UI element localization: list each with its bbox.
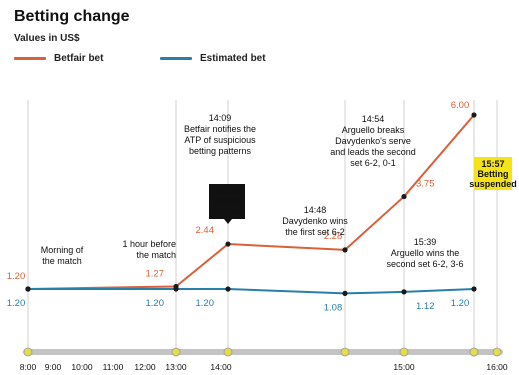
annotation-notify-line-2: ATP of suspicious <box>184 135 256 145</box>
annotation-susp-line-2: suspended <box>469 179 517 189</box>
time-dot-4 <box>399 347 409 357</box>
series-1-point-3 <box>342 290 348 296</box>
series-0-point-4 <box>401 193 407 200</box>
annotation-begins-line-2: begins <box>214 206 241 216</box>
x-tick-label-5: 13:00 <box>165 362 187 372</box>
series-1-label-3: 1.08 <box>324 302 343 313</box>
annotation-morning-line-1: the match <box>42 256 82 266</box>
series-1-label-2: 1.20 <box>196 298 215 309</box>
annotation-begins-line-0: 14:03 <box>216 186 239 196</box>
annotation-hour-line-1: the match <box>136 250 176 260</box>
annotation-notify-line-3: betting patterns <box>189 146 252 156</box>
x-tick-label-7: 15:00 <box>393 362 415 372</box>
annotation-begins-line-1: Match <box>215 196 240 206</box>
chart-subtitle: Values in US$ <box>14 33 80 44</box>
legend-item-betfair: Betfair bet <box>14 53 103 64</box>
series-0-label-5: 6.00 <box>451 100 470 111</box>
series-0-label-1: 1.27 <box>146 268 165 279</box>
series-1-point-2 <box>225 286 231 292</box>
series-1-point-0 <box>25 286 31 292</box>
x-tick-label-6: 14:00 <box>210 362 232 372</box>
legend-item-estimated: Estimated bet <box>160 53 266 64</box>
annotation-dav-line-2: the first set 6-2 <box>285 227 345 237</box>
annotation-dav-line-0: 14:48 <box>304 205 327 215</box>
annotation-dav-line-1: Davydenko wins <box>282 216 348 226</box>
x-tick-label-8: 16:00 <box>486 362 508 372</box>
x-tick-label-4: 12:00 <box>134 362 156 372</box>
annotation-morning-line-0: Morning of <box>41 245 84 255</box>
series-1-label-0: 1.20 <box>7 298 26 309</box>
annotation-arg1-line-1: Arguello breaks <box>342 125 405 135</box>
series-line-1 <box>28 288 475 295</box>
annotation-arg1-line-4: set 6-2, 0-1 <box>350 158 396 168</box>
legend-swatch-betfair <box>14 57 46 60</box>
annotation-notify-line-0: 14:09 <box>209 113 232 123</box>
time-dot-3 <box>340 347 350 357</box>
annotation-susp-line-0: 15:57 <box>481 159 504 169</box>
series-line-0 <box>27 114 475 290</box>
series-0-label-2: 2.44 <box>196 225 215 236</box>
annotation-notify-line-1: Betfair notifies the <box>184 124 256 134</box>
time-dot-6 <box>469 347 479 357</box>
time-dot-7 <box>492 347 502 357</box>
annotation-arg2-line-2: second set 6-2, 3-6 <box>386 259 463 269</box>
series-1-label-4: 1.12 <box>416 301 435 312</box>
match-begins-box <box>209 184 245 219</box>
annotation-arg1-line-2: Davydenko's serve <box>335 136 411 146</box>
x-tick-label-2: 10:00 <box>71 362 93 372</box>
annotation-arg2-line-0: 15:39 <box>414 237 437 247</box>
series-0-point-2 <box>225 241 231 247</box>
annotation-susp-line-1: Betting <box>478 169 509 179</box>
x-tick-label-1: 9:00 <box>45 362 62 372</box>
match-begins-pointer <box>224 219 232 224</box>
annotation-hour-line-0: 1 hour before <box>122 239 176 249</box>
annotation-arg1-line-0: 14:54 <box>362 114 385 124</box>
series-0-point-5 <box>471 112 477 118</box>
annotation-arg2-line-1: Arguello wins the <box>391 248 460 258</box>
series-1-point-5 <box>471 286 477 292</box>
series-1-point-4 <box>401 289 407 295</box>
series-0-label-3: 2.28 <box>324 231 343 242</box>
time-dot-2 <box>223 347 233 357</box>
series-1-label-1: 1.20 <box>146 298 165 309</box>
legend-swatch-estimated <box>160 57 192 60</box>
series-1-label-5: 1.20 <box>451 298 470 309</box>
time-dot-0 <box>23 347 33 357</box>
legend-label-estimated: Estimated bet <box>200 53 266 64</box>
betting-suspended-box <box>474 157 512 190</box>
series-0-label-0: 1.20 <box>7 271 26 282</box>
series-0-label-4: 3.75 <box>416 179 435 190</box>
annotation-arg1-line-3: and leads the second <box>330 147 416 157</box>
chart-title: Betting change <box>14 8 130 25</box>
series-1-point-1 <box>173 286 179 292</box>
legend-label-betfair: Betfair bet <box>54 53 104 64</box>
series-0-point-3 <box>342 247 348 253</box>
x-tick-label-0: 8:00 <box>20 362 37 372</box>
time-dot-1 <box>171 347 181 357</box>
x-tick-label-3: 11:00 <box>103 362 124 372</box>
